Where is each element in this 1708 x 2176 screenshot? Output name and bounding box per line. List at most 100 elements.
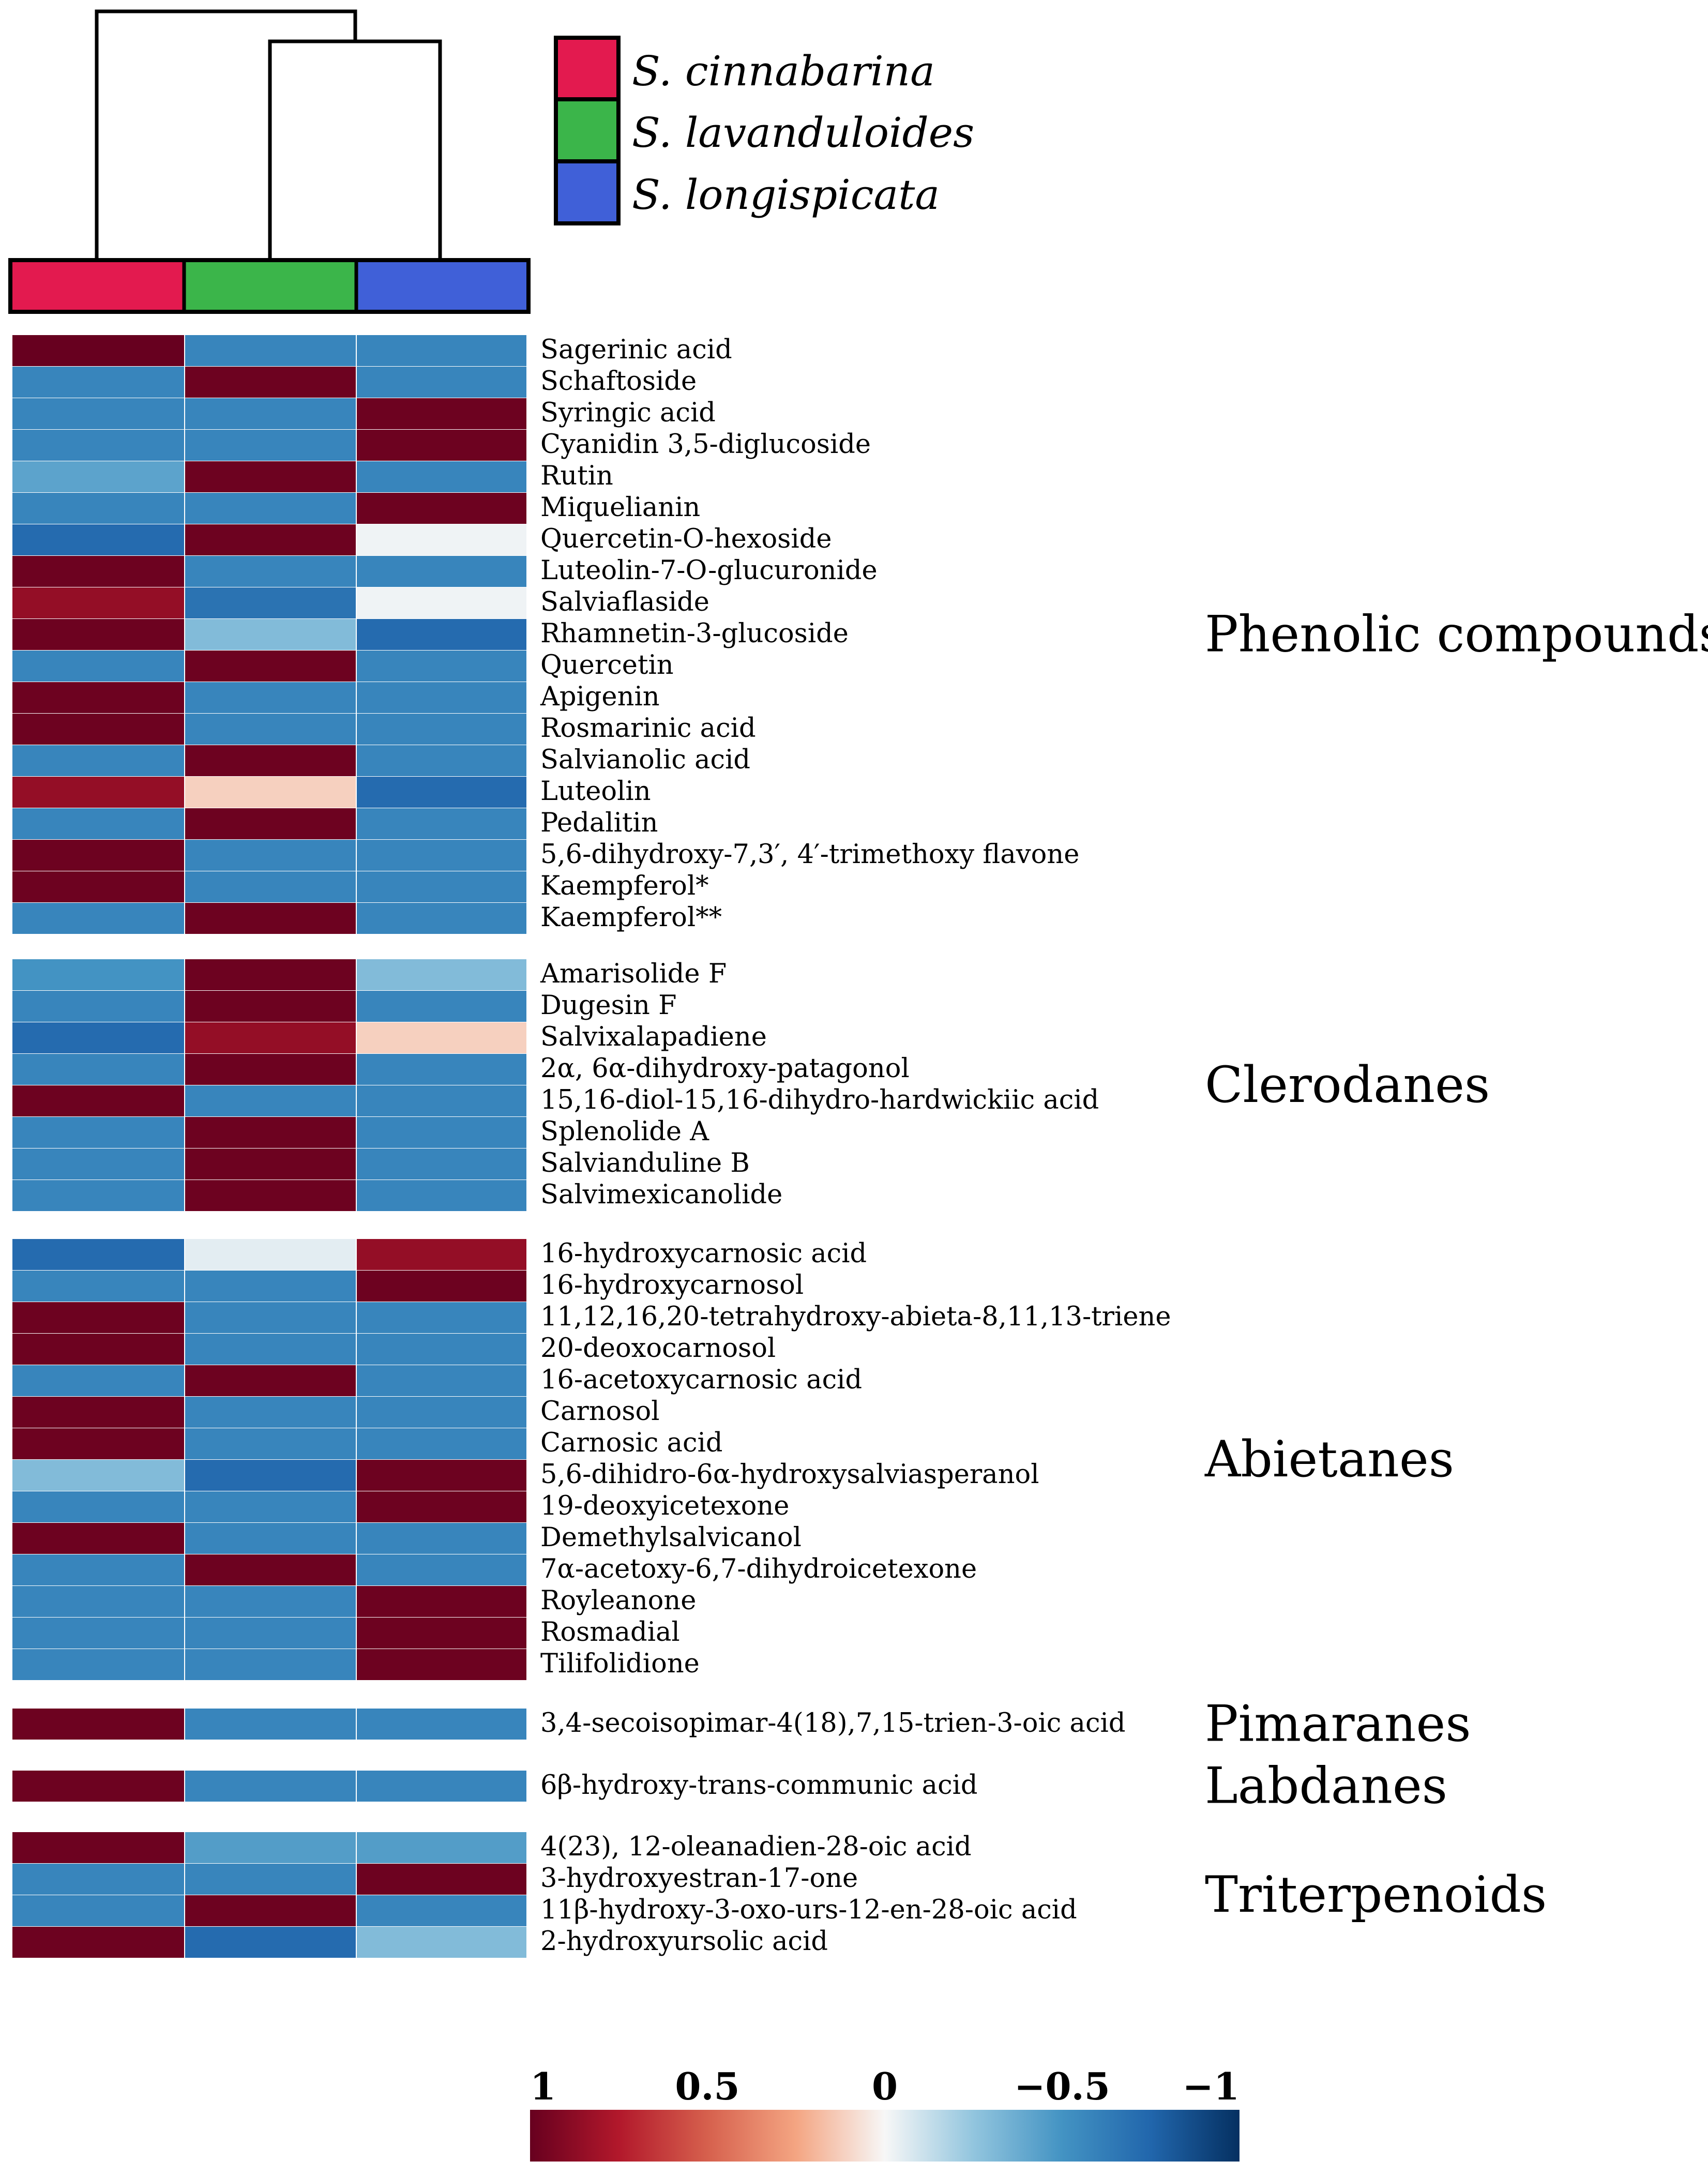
row-label: 3,4-secoisopimar-4(18),7,15-trien-3-oic …	[540, 1708, 1125, 1739]
heatmap-cell	[12, 1180, 184, 1211]
heatmap-cell	[12, 745, 184, 776]
heatmap-cell	[185, 1239, 356, 1270]
heatmap-cell	[12, 1832, 184, 1863]
row-label: 15,16-diol-15,16-dihydro-hardwickiic aci…	[540, 1085, 1099, 1115]
heatmap-cell	[357, 1271, 526, 1302]
heatmap-cell	[357, 1180, 526, 1211]
heatmap-cell	[185, 1180, 356, 1211]
heatmap-cell	[185, 556, 356, 587]
heatmap-cell	[357, 1365, 526, 1396]
heatmap-cell	[12, 1895, 184, 1926]
heatmap-cell	[12, 1334, 184, 1365]
heatmap-cell	[12, 556, 184, 587]
heatmap-cell	[357, 1864, 526, 1895]
heatmap-cell	[357, 430, 526, 461]
row-label: Amarisolide F	[540, 959, 727, 989]
heatmap-cell	[12, 524, 184, 555]
row-label: Rosmarinic acid	[540, 713, 756, 744]
heatmap-cell	[357, 1586, 526, 1617]
heatmap-cell	[357, 1771, 526, 1802]
heatmap-cell	[12, 1022, 184, 1053]
heatmap-cell	[12, 1554, 184, 1585]
row-label: 2α, 6α-dihydroxy-patagonol	[540, 1053, 910, 1084]
heatmap-cell	[12, 1365, 184, 1396]
heatmap-cell	[185, 1771, 356, 1802]
heatmap-cell	[357, 1054, 526, 1085]
row-label: 4(23), 12-oleanadien-28-oic acid	[540, 1832, 972, 1862]
heatmap-cell	[185, 398, 356, 429]
row-label: Schaftoside	[540, 366, 697, 397]
row-label: 5,6-dihidro-6α-hydroxysalviasperanol	[540, 1459, 1039, 1490]
heatmap-cell	[357, 840, 526, 871]
row-label: 2-hydroxyursolic acid	[540, 1926, 828, 1957]
heatmap-cell	[12, 1149, 184, 1180]
legend-swatch	[554, 159, 621, 225]
row-label: 7α-acetoxy-6,7-dihydroicetexone	[540, 1554, 977, 1584]
heatmap-cell	[12, 1618, 184, 1649]
heatmap-cell	[357, 1428, 526, 1459]
heatmap-cell	[185, 1927, 356, 1958]
heatmap-cell	[185, 1709, 356, 1740]
species-legend: S. cinnabarina S. lavanduloides S. longisp…	[554, 36, 974, 225]
heatmap-cell	[12, 1239, 184, 1270]
heatmap-cell	[357, 959, 526, 990]
color-scale-tick-label: −1	[1183, 2064, 1240, 2108]
column-dendrogram	[95, 9, 442, 261]
heatmap-cell	[185, 903, 356, 934]
heatmap-cell	[12, 1428, 184, 1459]
color-scale: 1 0.5 0 −0.5 −1	[530, 2064, 1240, 2162]
heatmap-cell	[357, 493, 526, 524]
heatmap-cell	[12, 1054, 184, 1085]
heatmap-cell	[12, 1864, 184, 1895]
heatmap-cell	[357, 367, 526, 398]
heatmap-cell	[185, 461, 356, 492]
heatmap-cell	[12, 1586, 184, 1617]
heatmap-cell	[12, 1649, 184, 1680]
heatmap-cell	[185, 1649, 356, 1680]
row-label: 16-hydroxycarnosol	[540, 1270, 804, 1301]
color-scale-bar	[530, 2110, 1240, 2162]
row-label: Quercetin-O-hexoside	[540, 524, 832, 554]
row-label: 3-hydroxyestran-17-one	[540, 1863, 858, 1894]
heatmap-cell	[357, 1709, 526, 1740]
heatmap-cell	[357, 991, 526, 1022]
heatmap-cell	[12, 714, 184, 745]
row-label: Kaempferol*	[540, 871, 709, 901]
row-label: 16-hydroxycarnosic acid	[540, 1238, 867, 1269]
row-label: 16-acetoxycarnosic acid	[540, 1365, 862, 1395]
heatmap-cell	[357, 1460, 526, 1491]
heatmap-cell	[12, 1460, 184, 1491]
column-color-cell	[12, 260, 185, 312]
row-label: Dugesin F	[540, 990, 677, 1021]
heatmap-cell	[357, 1523, 526, 1554]
species-color-bar	[8, 258, 531, 314]
column-color-bar-frame	[8, 258, 531, 314]
heatmap-cell	[185, 1117, 356, 1148]
heatmap-cell	[12, 461, 184, 492]
heatmap-cell	[12, 1709, 184, 1740]
heatmap-cell	[185, 871, 356, 902]
heatmap-cell	[12, 367, 184, 398]
heatmap-cell	[185, 808, 356, 839]
group-label: Triterpenoids	[1205, 1866, 1547, 1924]
heatmap-cell	[185, 1864, 356, 1895]
heatmap-cell	[357, 871, 526, 902]
heatmap-cell	[357, 1927, 526, 1958]
heatmap-cell	[12, 619, 184, 650]
heatmap-cell	[185, 1618, 356, 1649]
color-scale-tick-label: 0	[872, 2064, 898, 2108]
heatmap-cell	[357, 587, 526, 618]
heatmap-cell	[12, 587, 184, 618]
heatmap-cell	[12, 808, 184, 839]
heatmap-cell	[357, 1334, 526, 1365]
heatmap-cell	[185, 1428, 356, 1459]
heatmap-cell	[357, 1491, 526, 1522]
heatmap-cell	[12, 1491, 184, 1522]
row-label: Carnosic acid	[540, 1428, 723, 1458]
group-label: Abietanes	[1204, 1430, 1454, 1488]
row-label: Demethylsalvicanol	[540, 1522, 802, 1553]
row-label: 6β-hydroxy-trans-communic acid	[540, 1770, 978, 1801]
heatmap-cell	[185, 1365, 356, 1396]
